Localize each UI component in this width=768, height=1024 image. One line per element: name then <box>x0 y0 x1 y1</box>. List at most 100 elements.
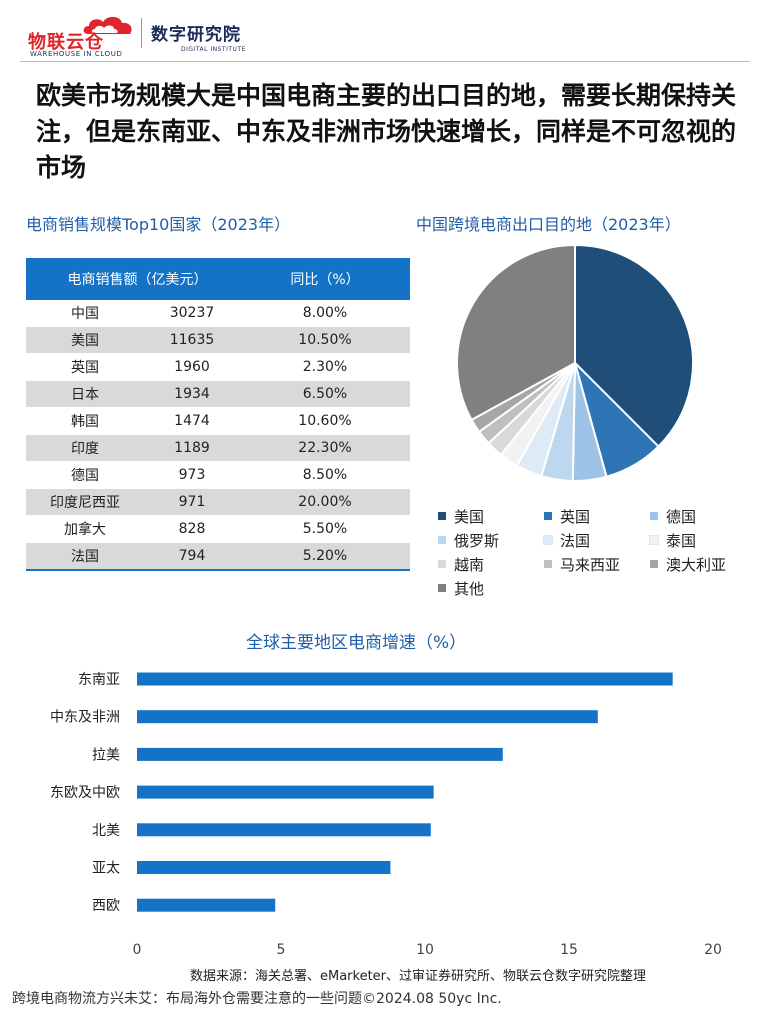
bar-category-label: 亚太 <box>92 861 120 877</box>
legend-swatch <box>544 512 552 520</box>
table-header-row: 电商销售额（亿美元） 同比（%） <box>26 258 410 300</box>
yoy-cell: 5.20% <box>240 542 410 571</box>
header-divider <box>20 61 750 62</box>
country-cell: 中国 <box>26 300 144 327</box>
legend-item: 澳大利亚 <box>650 554 726 575</box>
sales-cell: 971 <box>144 488 240 516</box>
bar <box>137 785 434 799</box>
table-row: 日本 1934 6.50% <box>26 380 410 408</box>
table-row: 加拿大 828 5.50% <box>26 515 410 543</box>
x-tick-label: 15 <box>560 942 578 958</box>
legend-swatch <box>649 535 659 545</box>
legend-label: 其他 <box>454 580 485 598</box>
bar-category-label: 中东及非洲 <box>50 710 120 726</box>
country-cell: 印度 <box>26 434 144 462</box>
legend-swatch <box>438 512 446 520</box>
yoy-cell: 20.00% <box>240 488 410 516</box>
x-tick-label: 0 <box>133 942 142 958</box>
table-row: 中国 30237 8.00% <box>26 300 410 327</box>
pie-svg <box>456 243 694 482</box>
table-row: 英国 1960 2.30% <box>26 353 410 381</box>
bar-chart: 东南亚 中东及非洲 拉美 东欧及中欧 北美 亚太 西欧 0 5 10 15 20 <box>0 660 768 960</box>
sales-cell: 1934 <box>144 380 240 408</box>
bar-category-label: 东欧及中欧 <box>50 785 120 801</box>
yoy-cell: 10.50% <box>240 326 410 354</box>
legend-swatch <box>650 512 658 520</box>
logo1-sub: WAREHOUSE IN CLOUD <box>30 50 123 58</box>
legend-item: 越南 <box>438 554 484 575</box>
table-body: 中国 30237 8.00% 美国 11635 10.50% 英国 1960 2.30% 日本 19… <box>26 300 410 571</box>
legend-item: 英国 <box>544 506 590 527</box>
sales-table: 电商销售额（亿美元） 同比（%） 中国 30237 8.00% 美国 11635 10.5… <box>26 258 410 571</box>
sales-cell: 1960 <box>144 353 240 381</box>
legend-label: 马来西亚 <box>560 556 621 574</box>
country-cell: 英国 <box>26 353 144 381</box>
yoy-cell: 2.30% <box>240 353 410 381</box>
sales-cell: 828 <box>144 515 240 543</box>
x-tick-label: 20 <box>704 942 722 958</box>
legend-item: 法国 <box>543 530 591 551</box>
country-cell: 印度尼西亚 <box>26 488 144 516</box>
country-cell: 德国 <box>26 461 144 489</box>
source-note: 数据来源：海关总署、eMarketer、过审证券研究所、物联云仓数字研究院整理 <box>190 969 647 984</box>
yoy-cell: 8.50% <box>240 461 410 489</box>
sales-cell: 1474 <box>144 407 240 435</box>
logo-divider <box>141 18 142 48</box>
legend-label: 越南 <box>454 556 485 574</box>
table-row: 印度 1189 22.30% <box>26 434 410 462</box>
country-cell: 日本 <box>26 380 144 408</box>
bar <box>137 898 276 912</box>
legend-swatch <box>438 560 446 568</box>
table-row: 德国 973 8.50% <box>26 461 410 489</box>
yoy-cell: 8.00% <box>240 300 410 327</box>
yoy-cell: 6.50% <box>240 380 410 408</box>
legend-item: 其他 <box>438 578 484 599</box>
legend-label: 美国 <box>454 508 485 526</box>
legend-swatch <box>438 536 446 544</box>
table-title: 电商销售规模Top10国家（2023年） <box>26 215 291 234</box>
pie-slice <box>574 243 694 448</box>
sales-cell: 794 <box>144 542 240 571</box>
bar-category-label: 西欧 <box>92 898 120 914</box>
sales-cell: 11635 <box>144 326 240 354</box>
header-sales: 电商销售额（亿美元） <box>26 258 240 300</box>
pie-slice <box>456 243 576 422</box>
bar-category-label: 东南亚 <box>78 672 120 688</box>
pie-chart <box>440 240 710 500</box>
legend-label: 德国 <box>666 508 697 526</box>
legend-label: 法国 <box>560 532 591 550</box>
bar <box>137 710 598 724</box>
yoy-cell: 10.60% <box>240 407 410 435</box>
header-yoy: 同比（%） <box>240 258 410 300</box>
legend-label: 澳大利亚 <box>666 556 727 574</box>
table-row: 美国 11635 10.50% <box>26 326 410 354</box>
sales-cell: 1189 <box>144 434 240 462</box>
bar <box>137 861 391 874</box>
legend-item: 德国 <box>650 506 696 527</box>
headline: 欧美市场规模大是中国电商主要的出口目的地，需要长期保持关注，但是东南亚、中东及非… <box>36 81 737 182</box>
country-cell: 法国 <box>26 542 144 571</box>
legend-item: 泰国 <box>649 530 696 551</box>
sales-cell: 30237 <box>144 300 240 327</box>
digital-institute-logo: 数字研究院 DIGITAL INSTITUTE <box>151 20 246 53</box>
logo2-sub: DIGITAL INSTITUTE <box>181 46 246 53</box>
pie-title: 中国跨境电商出口目的地（2023年） <box>416 215 681 234</box>
table-row: 法国 794 5.20% <box>26 542 410 571</box>
footer-note: 跨境电商物流方兴未艾：布局海外仓需要注意的一些问题©2024.08 50yc I… <box>12 991 502 1007</box>
logo2-brand: 数字研究院 <box>151 25 241 45</box>
header: 物联云仓 WAREHOUSE IN CLOUD 数字研究院 DIGITAL IN… <box>0 0 768 62</box>
table-row: 印度尼西亚 971 20.00% <box>26 488 410 516</box>
sales-cell: 973 <box>144 461 240 489</box>
yoy-cell: 5.50% <box>240 515 410 543</box>
legend-item: 俄罗斯 <box>438 530 499 551</box>
legend-label: 俄罗斯 <box>454 532 500 550</box>
country-cell: 加拿大 <box>26 515 144 543</box>
x-tick-label: 5 <box>277 942 286 958</box>
country-cell: 美国 <box>26 326 144 354</box>
country-cell: 韩国 <box>26 407 144 435</box>
legend-item: 美国 <box>438 506 484 527</box>
bar-category-label: 拉美 <box>92 747 120 763</box>
legend-swatch <box>650 560 658 568</box>
legend-swatch <box>438 584 446 592</box>
bar <box>137 672 673 686</box>
